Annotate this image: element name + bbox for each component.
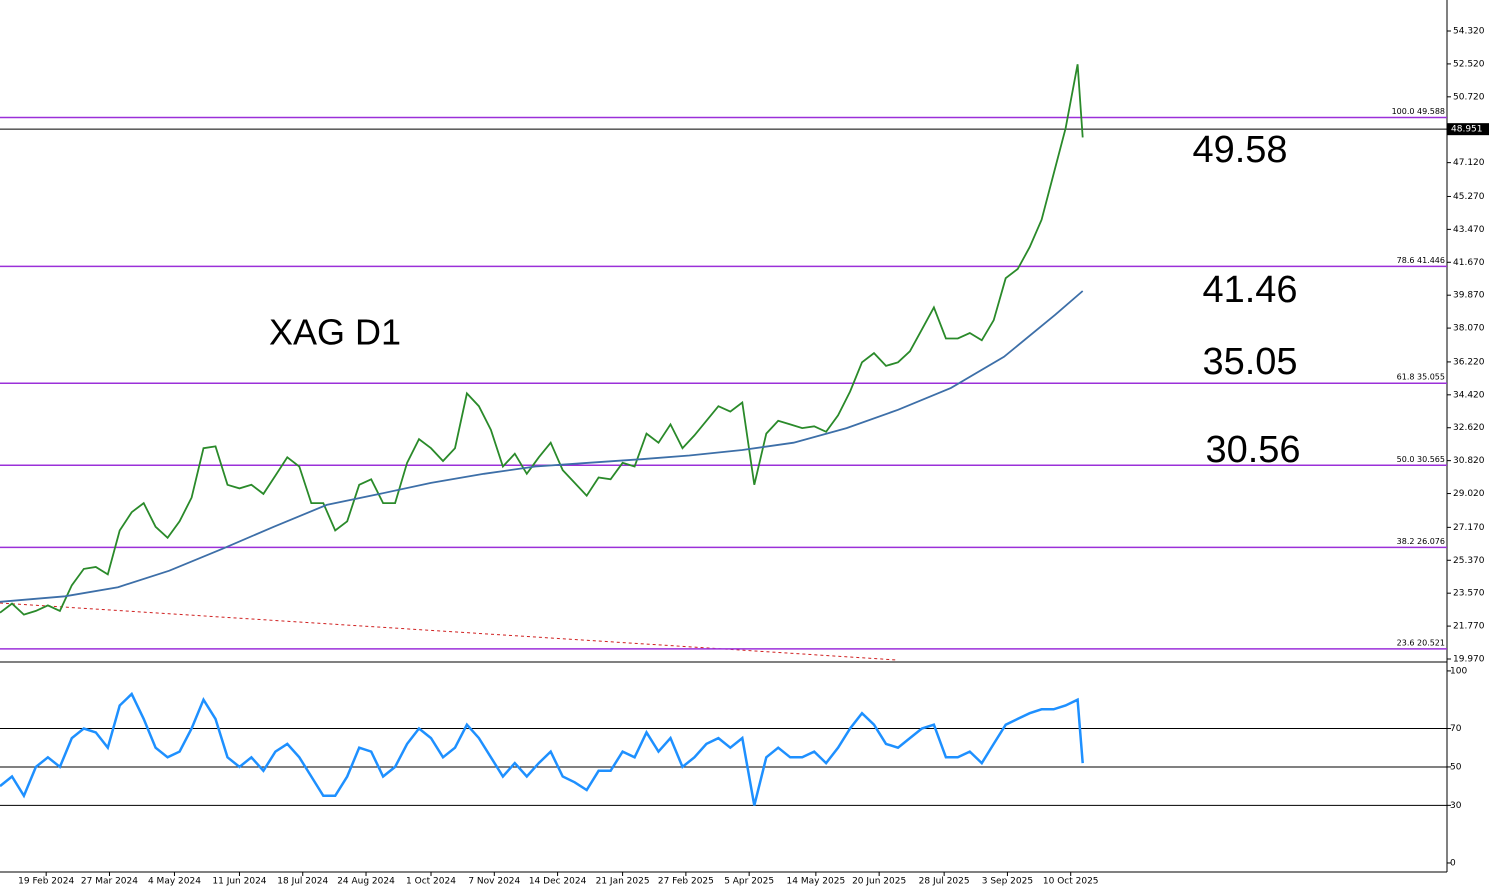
y-tick-label: 29.020 [1453,489,1485,499]
fib-label: 100.0 49.588 [1392,107,1445,116]
y-tick-label: 41.670 [1453,258,1485,268]
y-tick-label: 52.520 [1453,59,1485,69]
x-tick-label: 18 Jul 2024 [277,877,328,887]
x-tick-label: 28 Jul 2025 [919,877,970,887]
x-tick-label: 14 Dec 2024 [529,877,587,887]
annotation: 35.05 [1202,341,1297,383]
x-tick-label: 21 Jan 2025 [596,877,650,887]
x-tick-label: 19 Feb 2024 [18,877,74,887]
x-tick-label: 5 Apr 2025 [724,877,774,887]
annotation: XAG D1 [269,312,401,353]
moving-average [0,290,1084,603]
rsi-tick-label: 50 [1450,762,1462,772]
x-tick-label: 14 May 2025 [787,877,846,887]
x-tick-label: 20 Jun 2025 [852,877,906,887]
last-price-box [1447,123,1489,136]
rsi-tick-label: 70 [1450,724,1462,734]
fib-label: 61.8 35.055 [1397,373,1445,382]
fib-label: 50.0 30.565 [1397,455,1445,464]
x-tick-label: 4 May 2024 [148,877,201,887]
x-tick-label: 24 Aug 2024 [337,877,395,887]
x-tick-label: 27 Feb 2025 [658,877,714,887]
y-tick-label: 43.470 [1453,225,1485,235]
x-tick-label: 3 Sep 2025 [982,877,1033,887]
last-price-label: 48.951 [1451,125,1483,135]
x-tick-label: 10 Oct 2025 [1043,877,1099,887]
y-tick-label: 34.420 [1453,390,1485,400]
fib-label: 78.6 41.446 [1397,256,1445,265]
y-tick-label: 45.270 [1453,192,1485,202]
y-tick-label: 50.720 [1453,92,1485,102]
x-tick-label: 7 Nov 2024 [468,877,520,887]
y-tick-label: 38.070 [1453,324,1485,334]
y-tick-label: 19.970 [1453,655,1485,665]
series-line [0,691,1084,806]
series-line [0,64,1084,616]
x-tick-label: 27 Mar 2024 [81,877,138,887]
rsi-tick-label: 100 [1450,666,1467,676]
y-tick-label: 54.320 [1453,27,1485,37]
y-tick-label: 23.570 [1453,589,1485,599]
y-tick-label: 25.370 [1453,556,1485,566]
rsi-tick-label: 30 [1450,801,1462,811]
annotation: 41.46 [1202,269,1297,311]
rsi-tick-label: 0 [1450,858,1456,868]
y-tick-label: 47.120 [1453,158,1485,168]
y-tick-label: 21.770 [1453,622,1485,632]
y-tick-label: 36.220 [1453,357,1485,367]
y-tick-label: 32.620 [1453,423,1485,433]
y-tick-label: 30.820 [1453,456,1485,466]
y-tick-label: 27.170 [1453,523,1485,533]
x-tick-label: 11 Jun 2024 [212,877,266,887]
y-tick-label: 39.870 [1453,291,1485,301]
annotation: 30.56 [1205,429,1300,471]
annotation: 49.58 [1192,129,1287,171]
fib-label: 38.2 26.076 [1397,537,1445,546]
x-tick-label: 1 Oct 2024 [406,877,456,887]
fib-label: 23.6 20.521 [1397,638,1445,647]
